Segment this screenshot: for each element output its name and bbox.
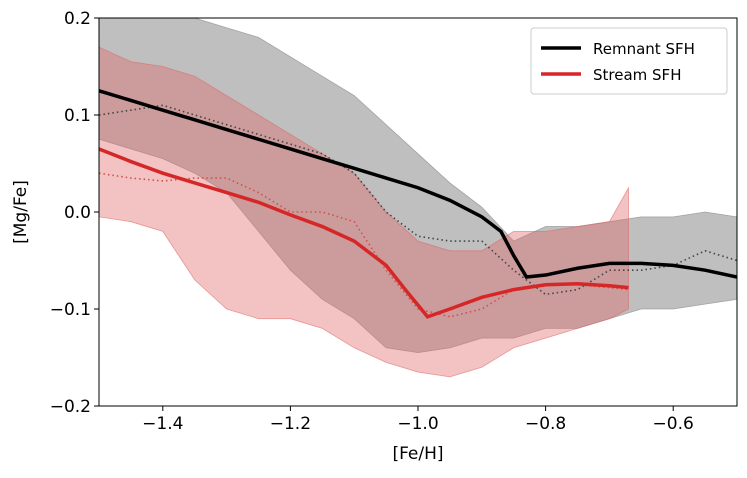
line bbox=[99, 89, 737, 279]
dotted-line bbox=[99, 172, 629, 318]
y-axis-label: [Mg/Fe] bbox=[11, 180, 31, 244]
line bbox=[99, 147, 629, 319]
y-tick-label: −0.1 bbox=[50, 300, 91, 320]
legend-box bbox=[530, 27, 728, 95]
band bbox=[99, 46, 629, 378]
x-tick-label: −0.8 bbox=[525, 414, 566, 434]
x-axis-label: [Fe/H] bbox=[392, 444, 443, 464]
y-tick-label: 0.0 bbox=[64, 203, 91, 223]
legend-label: Remnant SFH bbox=[593, 40, 695, 58]
y-tick-label: −0.2 bbox=[50, 397, 91, 417]
x-tick-label: −1.4 bbox=[142, 414, 183, 434]
x-tick-label: −0.6 bbox=[653, 414, 694, 434]
dotted-line bbox=[99, 104, 737, 296]
x-tick-label: −1.0 bbox=[397, 414, 438, 434]
y-tick-label: 0.2 bbox=[64, 9, 91, 29]
y-tick-label: 0.1 bbox=[64, 106, 91, 126]
x-tick-label: −1.2 bbox=[270, 414, 311, 434]
legend-label: Stream SFH bbox=[593, 66, 681, 84]
plot-area bbox=[99, 18, 737, 378]
